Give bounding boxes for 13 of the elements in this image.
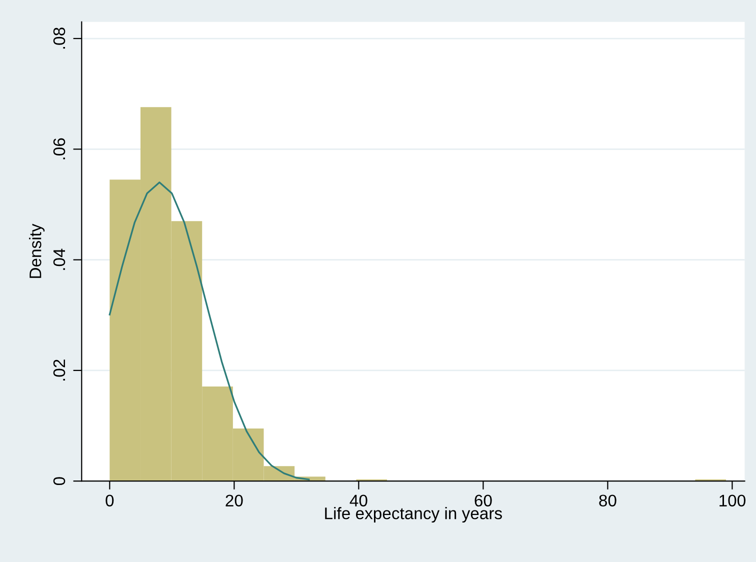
- x-axis-title: Life expectancy in years: [325, 507, 502, 523]
- x-tick-label: 80: [599, 494, 616, 507]
- x-tick-label: 60: [474, 494, 492, 507]
- y-axis-title: Density: [29, 224, 45, 278]
- y-tick-label: .06: [53, 138, 66, 160]
- y-tick-label: .04: [53, 248, 66, 270]
- x-tick-label: 0: [106, 494, 114, 507]
- y-tick-label: 0: [53, 477, 66, 486]
- x-tick-label: 40: [350, 494, 368, 507]
- y-tick-label: .08: [53, 28, 66, 49]
- x-tick-label: 100: [720, 494, 746, 507]
- x-tick-label: 20: [226, 494, 243, 507]
- y-tick-label: .02: [53, 360, 66, 380]
